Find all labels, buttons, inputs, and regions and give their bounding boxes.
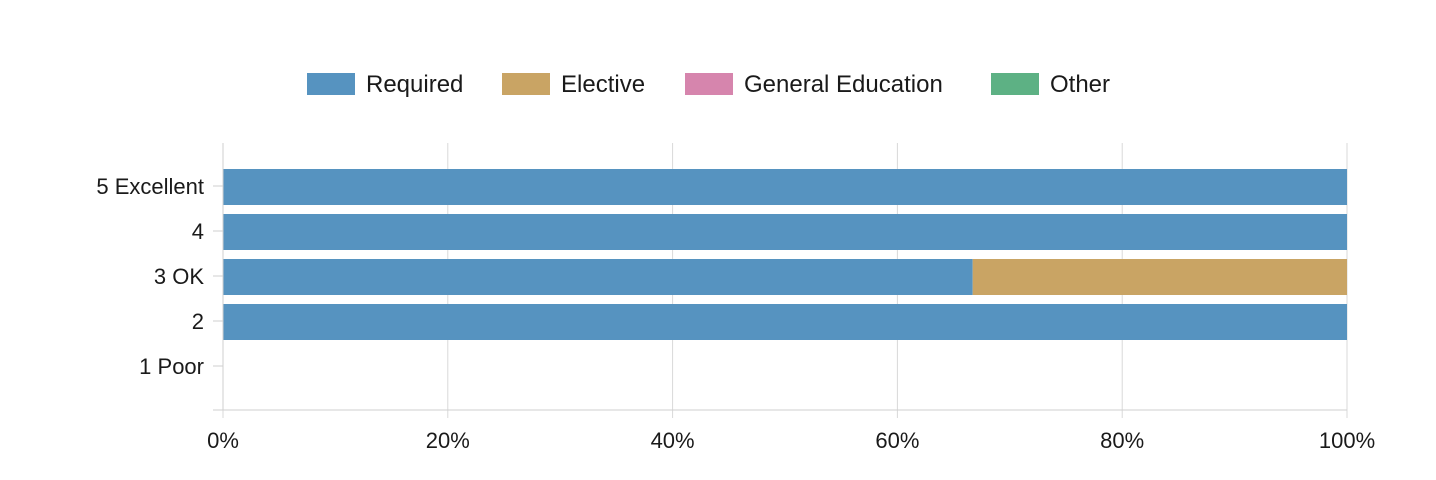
y-tick-label-1-poor: 1 Poor xyxy=(139,354,204,379)
bar-4-required xyxy=(223,214,1347,250)
x-axis: 0% 20% 40% 60% 80% 100% xyxy=(207,409,1375,453)
legend-swatch-elective xyxy=(502,73,550,95)
bar-3-ok-required xyxy=(223,259,973,295)
x-tick-label: 40% xyxy=(651,428,695,453)
legend-swatch-required xyxy=(307,73,355,95)
legend: Required Elective General Education Other xyxy=(307,71,1110,98)
y-tick-label-4: 4 xyxy=(192,219,204,244)
y-tick-label-2: 2 xyxy=(192,309,204,334)
bars xyxy=(223,169,1347,340)
y-tick-label-3-ok: 3 OK xyxy=(154,264,204,289)
x-tick-label: 20% xyxy=(426,428,470,453)
y-tick-label-5-excellent: 5 Excellent xyxy=(96,174,204,199)
legend-label-required: Required xyxy=(366,71,463,98)
x-tick-label: 100% xyxy=(1319,428,1375,453)
y-axis: 5 Excellent 4 3 OK 2 1 Poor xyxy=(96,143,224,410)
x-tick-label: 0% xyxy=(207,428,239,453)
x-tick-label: 60% xyxy=(875,428,919,453)
x-tick-label: 80% xyxy=(1100,428,1144,453)
legend-label-other: Other xyxy=(1050,71,1110,98)
bar-3-ok-elective xyxy=(972,259,1347,295)
legend-label-general-education: General Education xyxy=(744,71,943,98)
bar-5-excellent-required xyxy=(223,169,1347,205)
legend-label-elective: Elective xyxy=(561,71,645,98)
bar-2-required xyxy=(223,304,1347,340)
legend-swatch-general-education xyxy=(685,73,733,95)
legend-swatch-other xyxy=(991,73,1039,95)
